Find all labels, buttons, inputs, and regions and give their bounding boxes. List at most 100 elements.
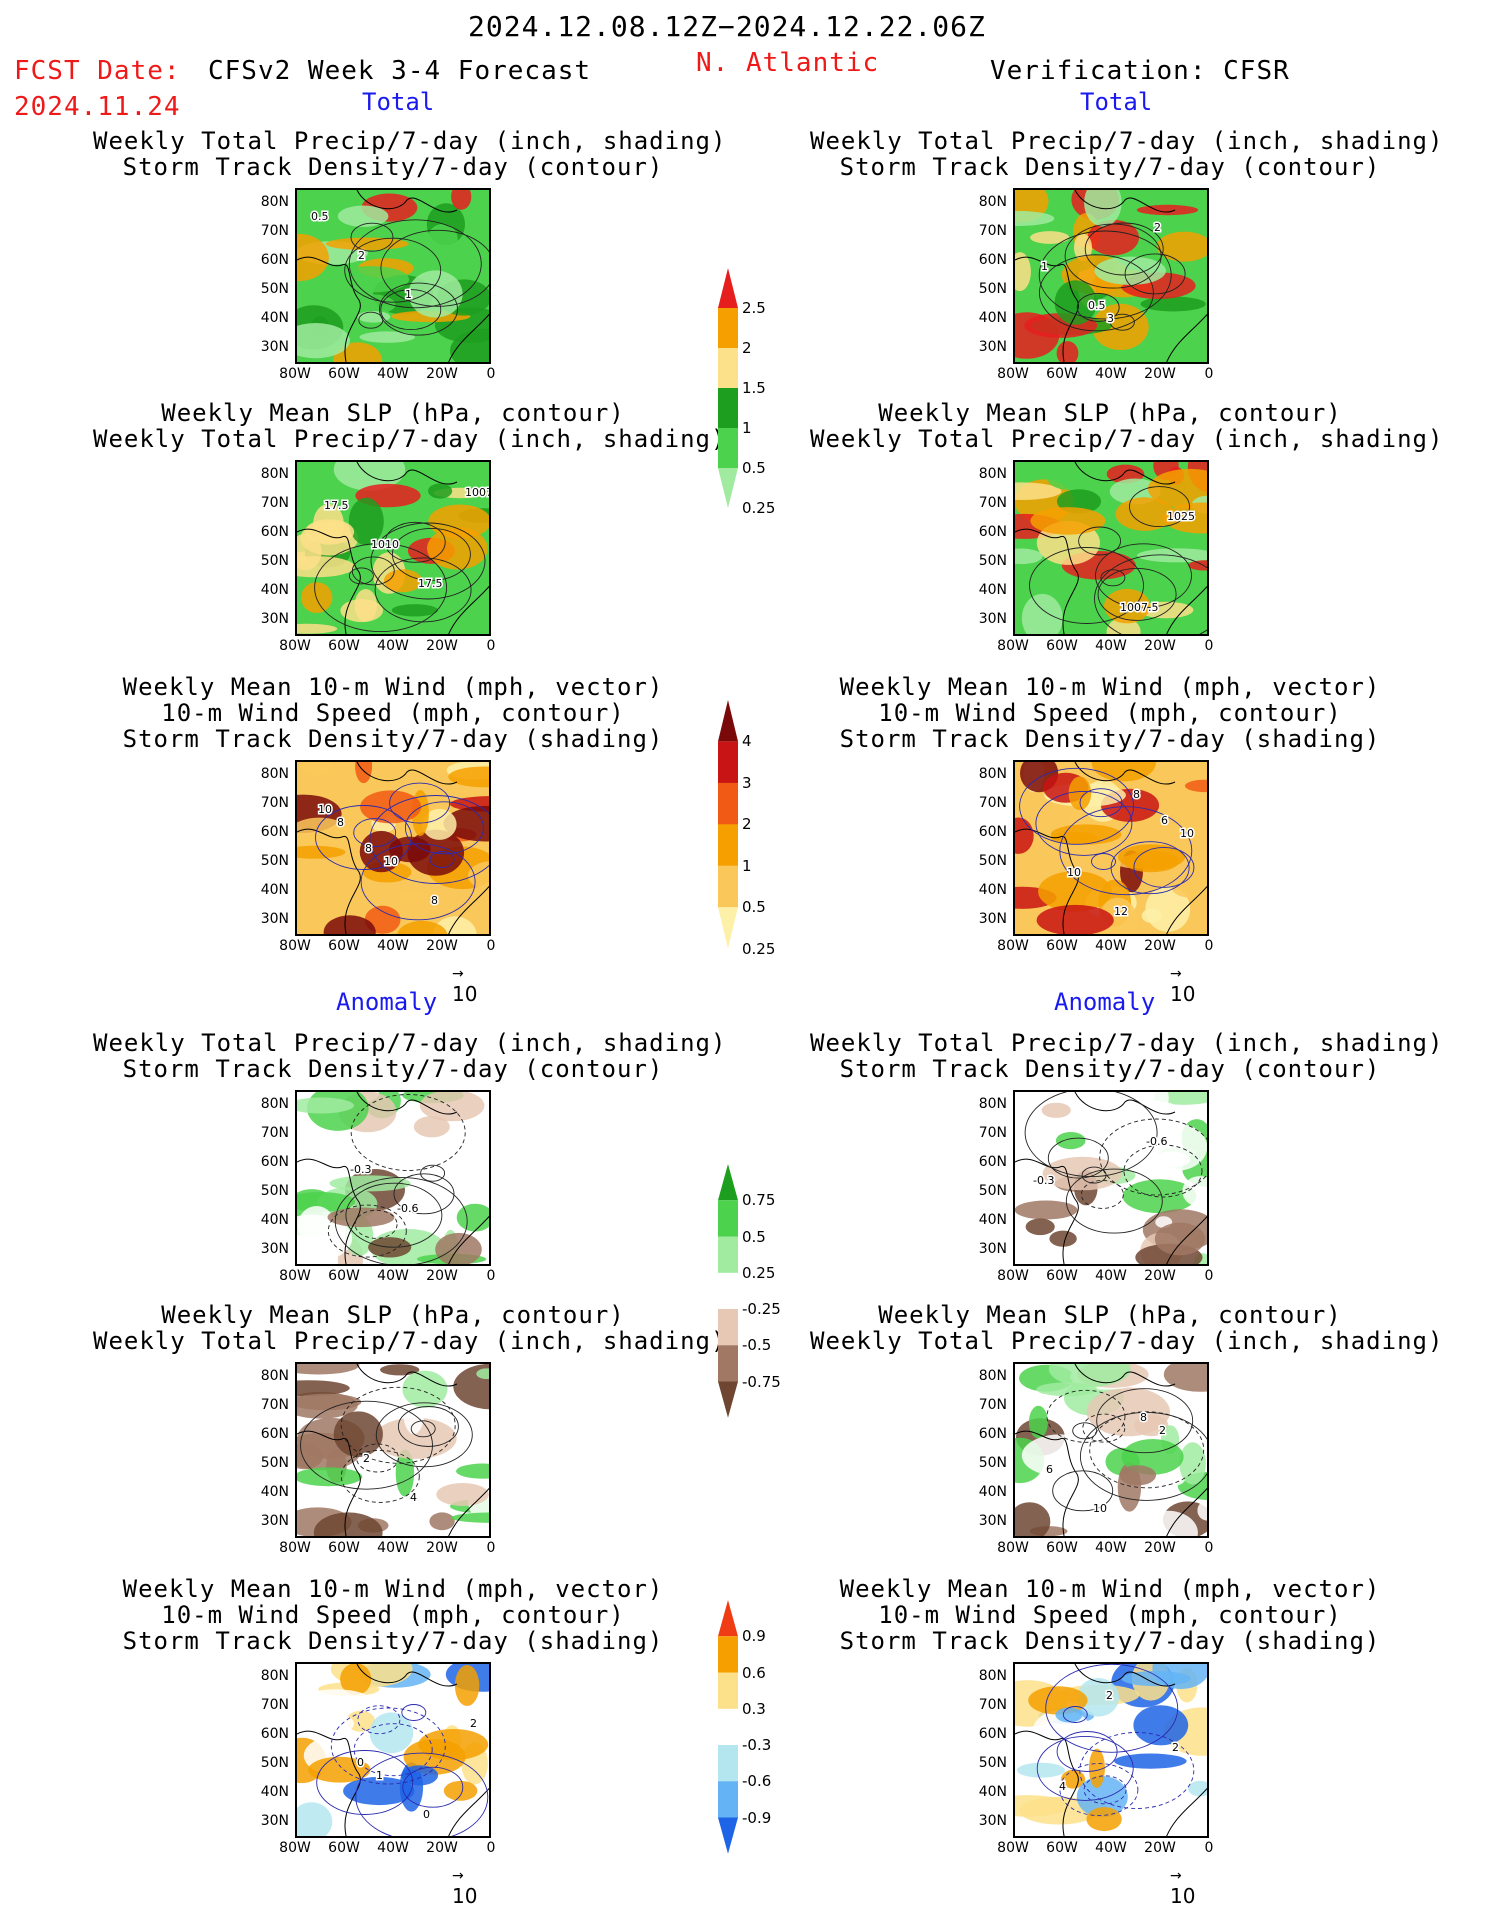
contour-label: -0.3 <box>350 1163 371 1176</box>
field-blob <box>1015 1502 1051 1536</box>
lon-tick-label: 40W <box>1095 366 1127 382</box>
field-blob <box>297 1364 360 1375</box>
lon-tick-label: 20W <box>426 1540 458 1556</box>
title-fc-total-precip: Weekly Total Precip/7-day (inch, shading… <box>93 127 727 181</box>
contour-line <box>1091 853 1116 870</box>
lon-tick-label: 0 <box>486 1840 496 1856</box>
field-blob <box>1188 560 1207 571</box>
lon-tick-label: 40W <box>1095 938 1127 954</box>
contour-line <box>429 851 455 868</box>
section-total-left: Total <box>362 88 435 116</box>
field-blob <box>373 1417 457 1459</box>
colorbar-tick-label: 4 <box>742 732 752 751</box>
lat-tick-label: 40N <box>260 1212 289 1228</box>
lon-tick-label: 80W <box>997 366 1029 382</box>
contour-line <box>354 1209 398 1239</box>
map-field-fc-anom-precip: -0.3 -0.6 <box>297 1092 489 1264</box>
field-blob <box>427 527 488 570</box>
map-field-fc-total-slp: 17.5 1010 17.5 1007.5 <box>297 462 489 634</box>
lon-tick-label: 0 <box>486 366 496 382</box>
field-blob <box>1140 296 1206 312</box>
lon-tick-label: 20W <box>1144 1840 1176 1856</box>
colorbar-tick-label: 0.5 <box>742 1227 766 1246</box>
lat-tick-label: 60N <box>978 524 1007 540</box>
map-panel-fc-total-slp: 17.5 1010 17.5 1007.5 <box>295 460 491 636</box>
colorbar-tick-label: 0.5 <box>742 898 766 917</box>
lon-tick-label: 80W <box>997 638 1029 654</box>
lon-tick-label: 80W <box>997 1268 1029 1284</box>
contour-line <box>1059 806 1193 896</box>
coastline <box>1015 462 1207 634</box>
map-panel-fc-total-wind: 8 10 8 10 8 <box>295 760 491 936</box>
lat-tick-label: 50N <box>260 853 289 869</box>
field-blob <box>1015 482 1062 500</box>
contour-label: 17.5 <box>418 577 443 590</box>
field-blob <box>397 920 448 934</box>
lon-tick-label: 0 <box>1204 638 1214 654</box>
field-blob <box>454 1665 480 1706</box>
map-field-fc-total-wind: 8 10 8 10 8 <box>297 762 489 934</box>
field-blob <box>422 808 457 840</box>
contour-line <box>1036 1735 1134 1801</box>
lon-tick-label: 60W <box>328 938 360 954</box>
verification-title: Verification: CFSR <box>990 56 1290 86</box>
contour-label: 1010 <box>371 538 399 551</box>
lat-tick-label: 70N <box>978 795 1007 811</box>
field-blob <box>1028 1686 1088 1715</box>
contour-line <box>369 795 489 884</box>
map-panel-vf-anom-wind: 2 4 2 <box>1013 1662 1209 1838</box>
contour-line <box>351 556 395 586</box>
field-blob <box>1077 1678 1120 1717</box>
lat-tick-label: 80N <box>978 1096 1007 1112</box>
field-blob <box>478 1129 489 1170</box>
lon-tick-label: 40W <box>377 366 409 382</box>
contour-label: 8 <box>337 816 344 829</box>
field-blob <box>297 1214 353 1263</box>
lon-tick-label: 20W <box>1144 938 1176 954</box>
lat-tick-label: 80N <box>978 466 1007 482</box>
lon-tick-label: 0 <box>486 638 496 654</box>
field-blob <box>1021 593 1063 634</box>
field-blob <box>308 1756 371 1783</box>
lat-tick-label: 40N <box>978 1484 1007 1500</box>
field-blob <box>468 861 489 891</box>
lat-tick-label: 70N <box>260 795 289 811</box>
contour-label: 2 <box>1159 1424 1166 1437</box>
title-fc-total-wind: Weekly Mean 10-m Wind (mph, vector) 10-m … <box>122 673 664 753</box>
colorbar-segment <box>718 348 738 389</box>
contour-line <box>1045 1664 1179 1753</box>
lon-tick-label: 40W <box>377 1268 409 1284</box>
field-blob <box>329 1175 411 1192</box>
lon-tick-label: 20W <box>1144 1540 1176 1556</box>
lat-tick-label: 70N <box>978 1125 1007 1141</box>
contour-label: -0.3 <box>1033 1174 1054 1187</box>
lat-tick-label: 60N <box>978 1154 1007 1170</box>
colorbar-segment <box>718 1381 738 1418</box>
map-panel-vf-total-wind: 8 10 10 12 6 <box>1013 760 1209 936</box>
field-blob <box>1050 831 1098 844</box>
lat-tick-label: 40N <box>260 582 289 598</box>
field-blob <box>420 1810 480 1836</box>
lat-tick-label: 80N <box>260 1096 289 1112</box>
contour-line <box>402 1766 464 1808</box>
lat-tick-label: 40N <box>260 1784 289 1800</box>
lon-tick-label: 40W <box>1095 638 1127 654</box>
contour-line <box>410 1420 436 1438</box>
lon-tick-label: 80W <box>279 638 311 654</box>
lat-tick-label: 30N <box>978 339 1007 355</box>
contour-line <box>1129 486 1190 528</box>
region-title: N. Atlantic <box>696 48 880 78</box>
lon-tick-label: 80W <box>279 938 311 954</box>
field-blob <box>436 1483 489 1506</box>
field-blob <box>427 224 458 254</box>
field-blob <box>297 1443 324 1470</box>
field-blob <box>1171 876 1207 898</box>
field-blob <box>333 1411 383 1457</box>
lat-tick-label: 50N <box>260 553 289 569</box>
field-blob <box>1038 871 1112 912</box>
field-blob <box>1136 1092 1169 1117</box>
field-blob <box>389 836 431 863</box>
contour-line <box>1024 1092 1158 1178</box>
field-blob <box>1092 303 1149 350</box>
contour-label: 10 <box>1180 827 1194 840</box>
